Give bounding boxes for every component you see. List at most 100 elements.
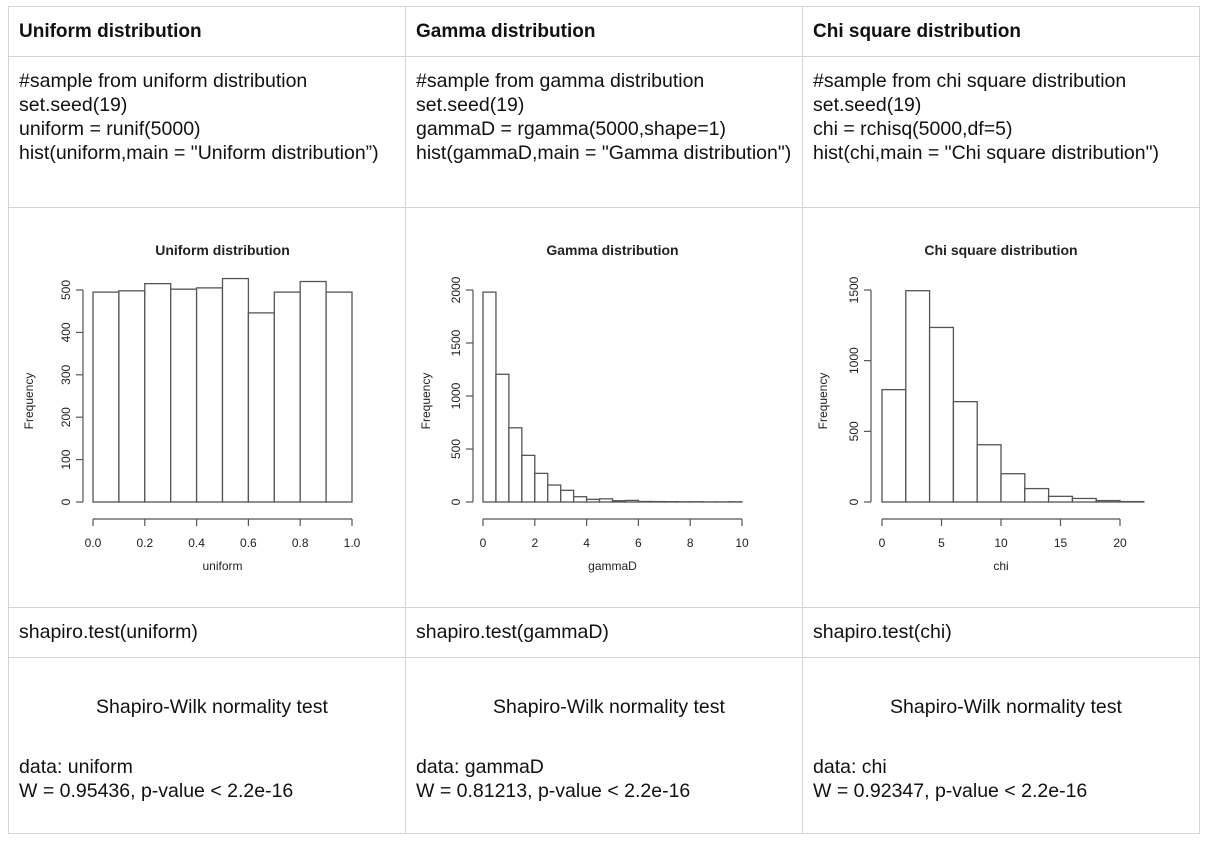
histogram-bar	[118, 290, 146, 503]
test-title: Shapiro-Wilk normality test	[493, 696, 725, 718]
histogram-uniform: Uniform distribution 0 100 200 300 400 500 Freq…	[22, 242, 361, 573]
x-tick-label: 0	[879, 536, 886, 550]
test-data-line: data: chi	[813, 756, 887, 778]
histogram-bar	[585, 498, 601, 503]
histogram-bar	[1024, 487, 1050, 503]
histogram-bar	[560, 489, 575, 503]
histogram-bar	[881, 388, 907, 503]
y-tick-label: 1500	[449, 329, 463, 356]
histogram-bar	[637, 500, 652, 503]
test-data-line: data: gammaD	[416, 756, 544, 778]
histogram-bars	[482, 291, 743, 503]
histogram-bar	[521, 454, 536, 503]
test-output: Shapiro-Wilk normality test data: unifor…	[19, 695, 395, 803]
x-tick-label: 15	[1054, 536, 1068, 550]
x-tick-label: 0.8	[292, 536, 309, 550]
test-call: shapiro.test(uniform)	[19, 621, 198, 643]
test-call-cell-uniform: shapiro.test(uniform)	[8, 607, 406, 658]
x-tick-label: 1.0	[344, 536, 361, 550]
histogram-bar	[976, 444, 1002, 503]
heading-row: Uniform distribution Gamma distribution …	[8, 6, 1200, 57]
x-tick-label: 0	[480, 536, 487, 550]
histogram-gamma: Gamma distribution 0 500 1000 1500 2000 Freque…	[419, 242, 749, 573]
histogram-bar	[534, 472, 549, 503]
test-output: Shapiro-Wilk normality test data: gammaD…	[416, 695, 792, 803]
column-heading: Gamma distribution	[416, 21, 596, 42]
y-tick-label: 500	[847, 421, 861, 441]
histogram-bar	[572, 496, 588, 503]
y-axis-label: Frequency	[419, 373, 433, 430]
y-tick-label: 500	[59, 280, 73, 300]
histogram-bar	[624, 499, 640, 503]
x-tick-label: 10	[735, 536, 749, 550]
chart-title: Gamma distribution	[546, 242, 678, 258]
x-axis-label: uniform	[202, 559, 242, 573]
test-title: Shapiro-Wilk normality test	[890, 696, 1122, 718]
test-result-line: W = 0.81213, p-value < 2.2e-16	[416, 780, 691, 802]
y-tick-label: 2000	[449, 276, 463, 303]
y-tick-label: 1000	[847, 347, 861, 374]
histogram-bar	[1071, 497, 1097, 503]
histogram-bar	[221, 277, 250, 503]
histogram-bar	[952, 401, 978, 503]
code-cell-chi: #sample from chi square distribution set…	[802, 56, 1200, 208]
histogram-bar	[598, 498, 614, 503]
code-cell-gamma: #sample from gamma distribution set.seed…	[405, 56, 803, 208]
y-axis: 0 500 1000 1500	[847, 276, 872, 505]
y-tick-label: 1000	[449, 382, 463, 409]
x-tick-label: 0.4	[188, 536, 205, 550]
x-axis: 0 5 10 15 20	[879, 518, 1127, 550]
histogram-bar	[547, 484, 562, 503]
y-axis: 0 500 1000 1500 2000	[449, 276, 474, 505]
y-axis: 0 100 200 300 400 500	[59, 280, 84, 505]
test-call: shapiro.test(chi)	[813, 621, 952, 643]
test-call: shapiro.test(gammaD)	[416, 621, 609, 643]
histogram-bars	[92, 277, 353, 503]
y-tick-label: 1500	[847, 276, 861, 303]
x-tick-label: 10	[994, 536, 1008, 550]
chart-title: Chi square distribution	[924, 242, 1077, 258]
histogram-bar	[144, 282, 172, 503]
r-code-block: #sample from uniform distribution set.se…	[19, 70, 379, 164]
histogram-bars	[881, 290, 1145, 503]
x-axis: 0.0 0.2 0.4 0.6 0.8 1.0	[85, 518, 361, 550]
x-tick-label: 0.0	[85, 536, 102, 550]
code-cell-uniform: #sample from uniform distribution set.se…	[8, 56, 406, 208]
x-tick-label: 2	[531, 536, 538, 550]
test-call-row: shapiro.test(uniform) shapiro.test(gamma…	[8, 607, 1200, 658]
test-call-cell-chi: shapiro.test(chi)	[802, 607, 1200, 658]
test-title: Shapiro-Wilk normality test	[96, 696, 328, 718]
histogram-bar	[1000, 473, 1026, 503]
test-call-cell-gamma: shapiro.test(gammaD)	[405, 607, 803, 658]
y-tick-label: 200	[59, 407, 73, 427]
test-output-row: Shapiro-Wilk normality test data: unifor…	[8, 657, 1200, 834]
heading-cell-chi: Chi square distribution	[802, 6, 1200, 57]
histogram-bar	[170, 288, 198, 503]
y-tick-label: 300	[59, 364, 73, 384]
comparison-table: Uniform distribution Gamma distribution …	[8, 6, 1200, 834]
test-result-line: W = 0.95436, p-value < 2.2e-16	[19, 780, 294, 802]
chart-title: Uniform distribution	[155, 242, 290, 258]
test-data-line: data: uniform	[19, 756, 133, 778]
test-output: Shapiro-Wilk normality test data: chi W …	[813, 695, 1189, 803]
column-heading: Chi square distribution	[813, 21, 1021, 42]
histogram-bar	[1095, 499, 1121, 503]
column-heading: Uniform distribution	[19, 21, 202, 42]
histogram-bar	[273, 291, 301, 503]
plot-row: Uniform distribution 0 100 200 300 400 500 Freq…	[8, 207, 1200, 608]
test-output-cell-uniform: Shapiro-Wilk normality test data: unifor…	[8, 657, 406, 834]
x-tick-label: 8	[687, 536, 694, 550]
y-tick-label: 400	[59, 322, 73, 342]
histogram-bar	[299, 280, 327, 503]
histogram-bar	[247, 312, 275, 503]
histogram-bar	[1047, 495, 1074, 503]
y-axis-label: Frequency	[816, 373, 830, 430]
histogram-bar	[905, 290, 931, 503]
x-tick-label: 4	[583, 536, 590, 550]
x-axis: 0 2 4 6 8 10	[480, 518, 749, 550]
histogram-bar	[482, 291, 497, 503]
r-code-block: #sample from gamma distribution set.seed…	[416, 70, 792, 164]
heading-cell-uniform: Uniform distribution	[8, 6, 406, 57]
histogram-bar	[508, 427, 523, 503]
histogram-chi-square: Chi square distribution 0 500 1000 1500 Frequ…	[816, 242, 1145, 573]
